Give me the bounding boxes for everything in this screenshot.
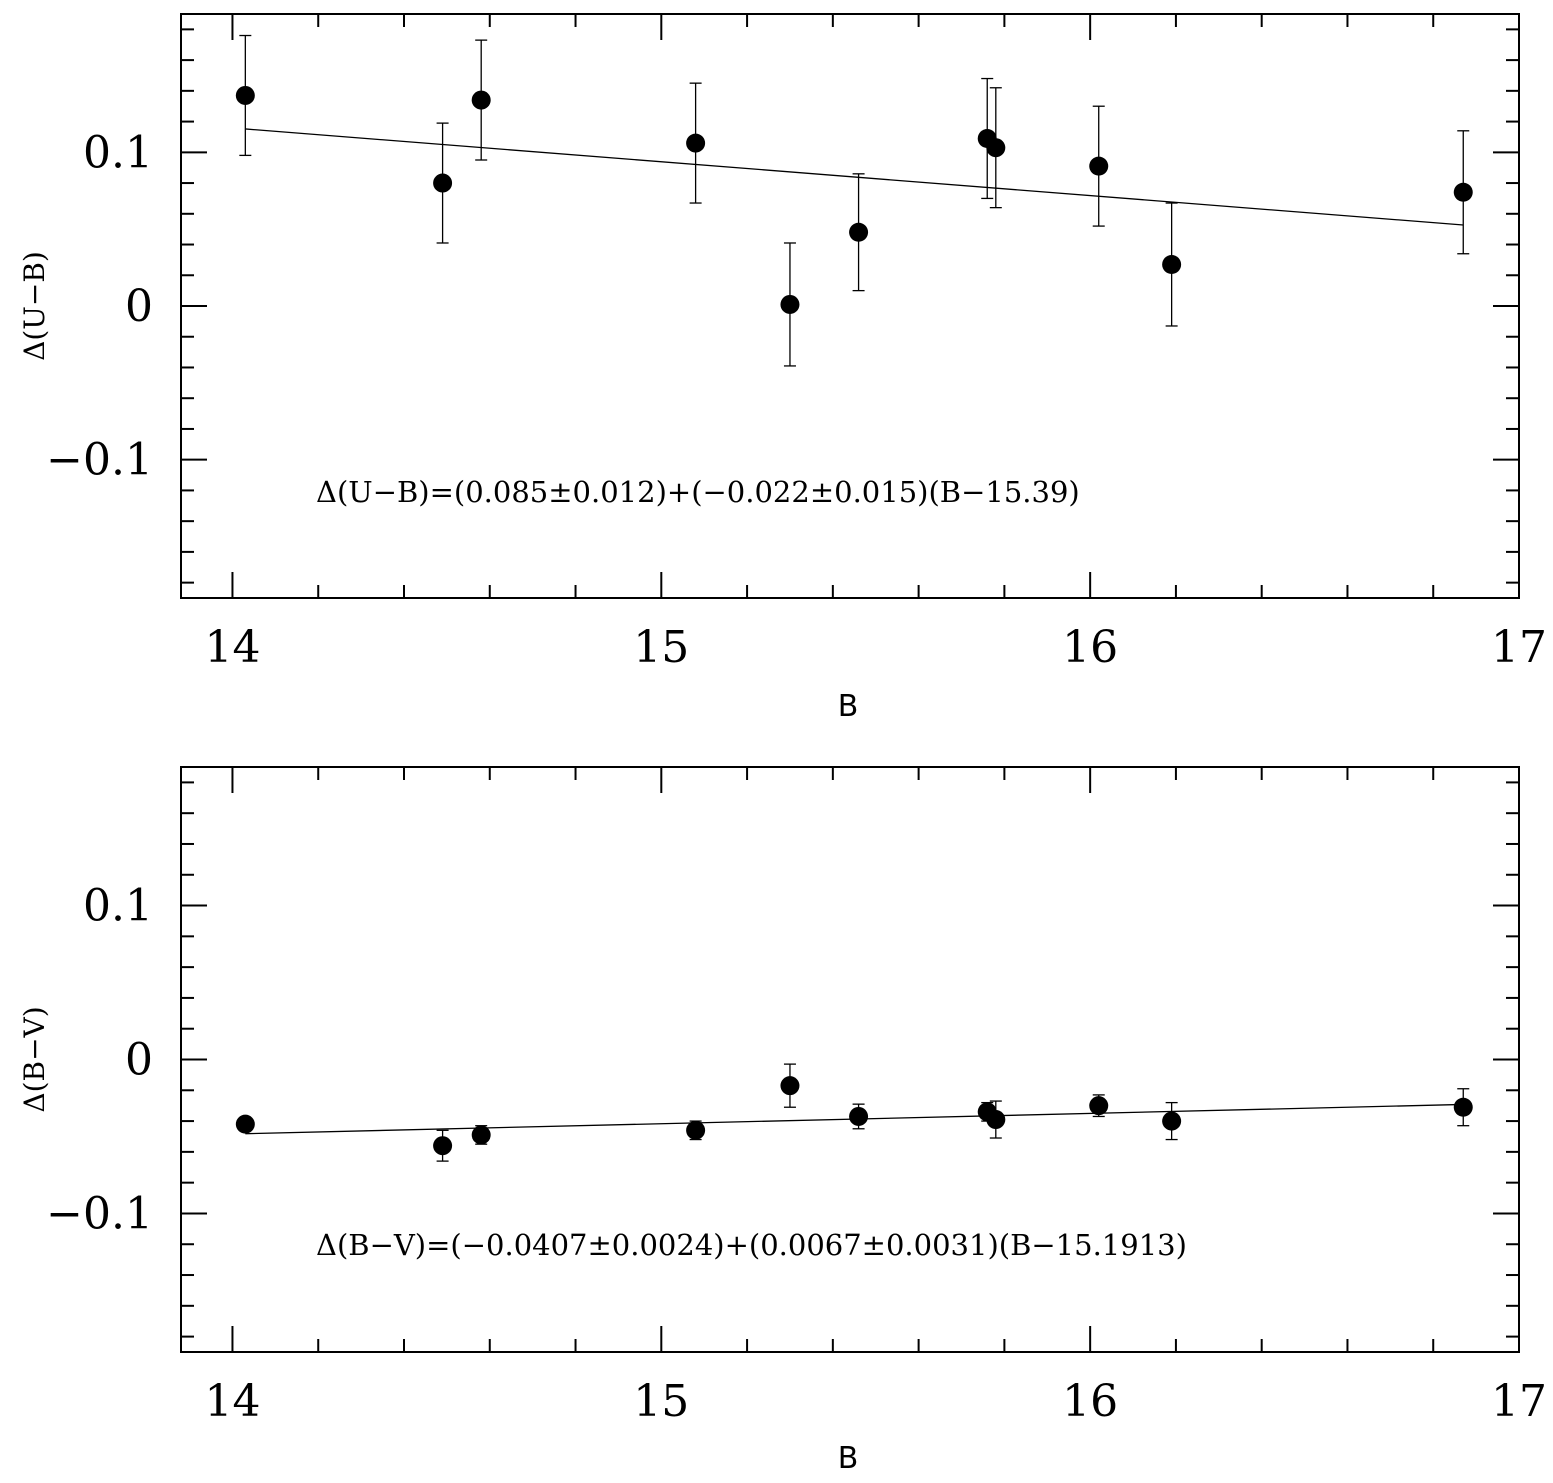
data-point bbox=[1453, 1097, 1473, 1117]
y-tick-label: 0.1 bbox=[83, 881, 153, 932]
x-tick-label: 17 bbox=[1491, 1376, 1547, 1427]
y-axis-title: Δ(U−B) bbox=[18, 251, 51, 361]
data-point bbox=[1453, 182, 1473, 202]
x-tick-label: 16 bbox=[1062, 622, 1118, 673]
y-tick-label: −0.1 bbox=[46, 1188, 153, 1239]
y-tick-label: −0.1 bbox=[46, 435, 153, 486]
y-tick-label: 0.1 bbox=[83, 127, 153, 178]
x-tick-label: 14 bbox=[204, 1376, 260, 1427]
data-point bbox=[471, 90, 491, 110]
fit-equation: Δ(U−B)=(0.085±0.012)+(−0.022±0.015)(B−15… bbox=[316, 475, 1080, 509]
data-point bbox=[849, 222, 869, 242]
data-point bbox=[1162, 1111, 1182, 1131]
data-point bbox=[235, 85, 255, 105]
data-point bbox=[780, 294, 800, 314]
data-point bbox=[780, 1076, 800, 1096]
data-point bbox=[433, 1136, 453, 1156]
data-point bbox=[986, 1110, 1006, 1130]
x-tick-label: 16 bbox=[1062, 1376, 1118, 1427]
plot-frame bbox=[180, 13, 1520, 599]
x-tick-label: 17 bbox=[1491, 622, 1547, 673]
data-point bbox=[686, 1120, 706, 1140]
data-point bbox=[1089, 156, 1109, 176]
data-point bbox=[1162, 255, 1182, 275]
x-tick-label: 15 bbox=[633, 1376, 689, 1427]
x-axis-title: B bbox=[838, 689, 859, 724]
panel-top: 14 15 16 17 −0.1 0 0.1 B Δ(U−B) Δ(U−B)=(0.085±0.0… bbox=[18, 13, 1547, 724]
x-axis-title: B bbox=[838, 1441, 859, 1476]
fit-line bbox=[245, 128, 1464, 226]
panel-bottom: 14 15 16 17 −0.1 0 0.1 B Δ(B−V) Δ(B−V)=(−0.0407±0… bbox=[18, 766, 1547, 1476]
data-point bbox=[686, 133, 706, 153]
y-tick-label: 0 bbox=[125, 281, 153, 332]
data-point bbox=[471, 1125, 491, 1145]
x-tick-label: 15 bbox=[633, 622, 689, 673]
data-point bbox=[235, 1114, 255, 1134]
data-point bbox=[433, 173, 453, 193]
fit-equation: Δ(B−V)=(−0.0407±0.0024)+(0.0067±0.0031)(… bbox=[316, 1228, 1187, 1262]
data-point bbox=[849, 1106, 869, 1126]
plot-frame bbox=[180, 766, 1520, 1353]
y-tick-label: 0 bbox=[125, 1035, 153, 1086]
y-axis-title: Δ(B−V) bbox=[18, 1006, 51, 1112]
data-point bbox=[1089, 1096, 1109, 1116]
x-tick-label: 14 bbox=[204, 622, 260, 673]
data-point bbox=[986, 138, 1006, 158]
